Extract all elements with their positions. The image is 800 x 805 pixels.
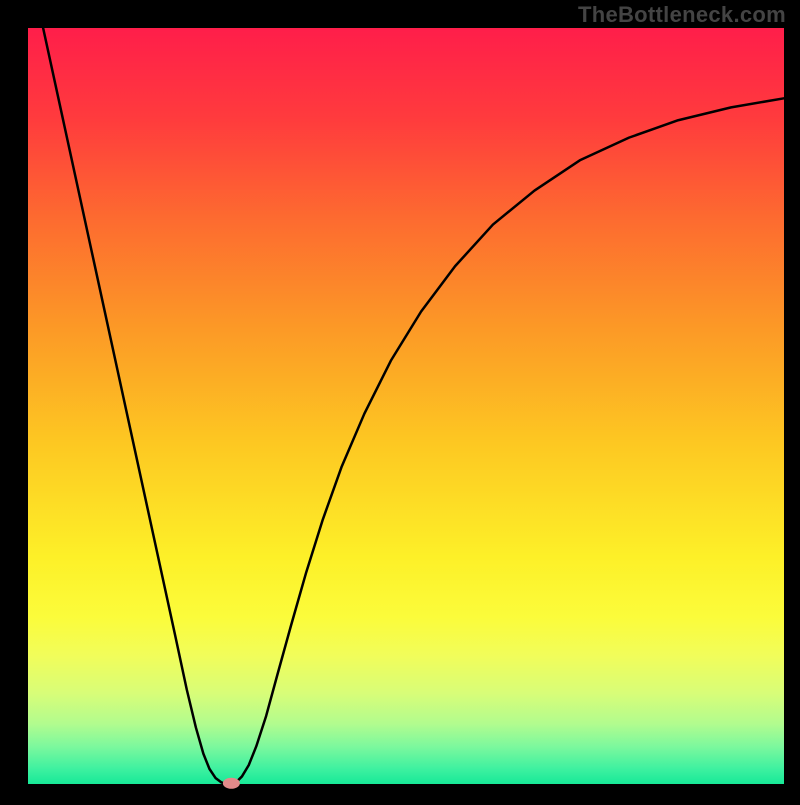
chart-svg — [0, 0, 800, 800]
plot-background — [28, 28, 784, 784]
chart-container: TheBottleneck.com — [0, 0, 800, 800]
optimal-point-marker — [223, 778, 239, 788]
watermark-text: TheBottleneck.com — [578, 2, 786, 28]
